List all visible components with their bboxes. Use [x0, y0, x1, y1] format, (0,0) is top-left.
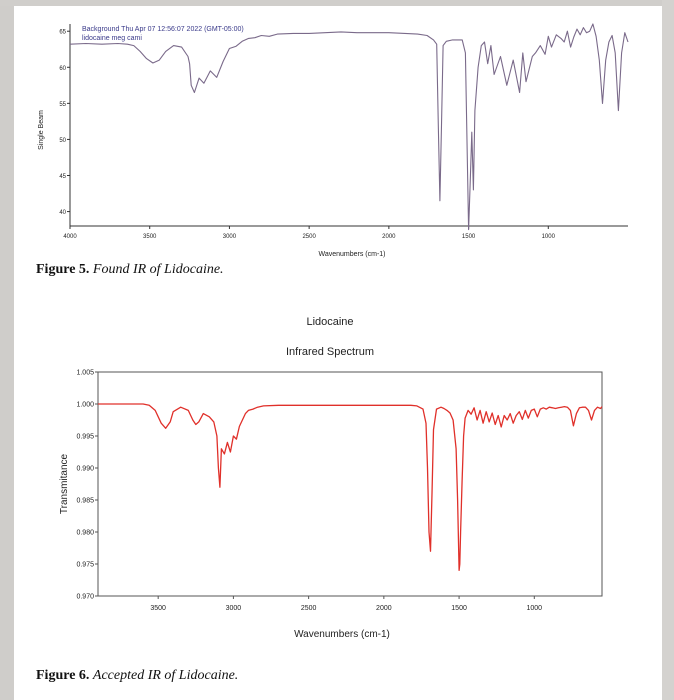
chart1-legend-line1: Background Thu Apr 07 12:56:07 2022 (GMT…: [82, 26, 244, 33]
chart2-y-tick-label: 0.980: [76, 530, 94, 537]
chart1-x-tick-label: 4000: [63, 234, 77, 240]
chart2-y-tick-label: 0.985: [76, 498, 94, 505]
chart1-y-tick-label: 60: [59, 66, 66, 72]
chart2-xlabel: Wavenumbers (cm-1): [294, 629, 390, 640]
chart1-legend-line2: lidocaine meg cami: [82, 35, 142, 42]
figure6-caption-label: Figure 6.: [36, 668, 90, 683]
chart1-series: [69, 23, 629, 231]
chart2-x-tick-label: 1500: [451, 605, 467, 612]
chart2-x-tick-label: 3000: [226, 605, 242, 612]
figure5-caption-text: Found IR of Lidocaine.: [92, 262, 224, 277]
photo-top-edge: [0, 0, 674, 6]
found-ir-chart: 4000 3500 3000 2500 2000 1500 1000656055504540…: [38, 23, 629, 258]
chart1-y-tick-label: 45: [59, 174, 66, 180]
chart2-x-tick-label: 2000: [376, 605, 392, 612]
chart2-ticks: 3500 3000 2500 2000 1500 1000 1.005 1.000 0.995 0…: [76, 370, 542, 613]
chart2-y-tick-label: 1.005: [76, 370, 94, 377]
chart2-y-tick-label: 0.970: [76, 594, 94, 601]
chart2-y-tick-label: 1.000: [76, 402, 94, 409]
chart2-y-tick-label: 0.990: [76, 466, 94, 473]
chart2-series-line: [98, 403, 603, 572]
chart2-y-tick-label: 0.995: [76, 434, 94, 441]
chart2-x-tick-label: 1000: [527, 605, 543, 612]
figure6-caption: Figure 6. Accepted IR of Lidocaine.: [36, 668, 238, 684]
chart1-ylabel: Single Beam: [38, 110, 45, 150]
chart2-subtitle: Infrared Spectrum: [286, 346, 374, 358]
chart1-xlabel: Wavenumbers (cm-1): [318, 251, 385, 258]
chart2-y-tick-label: 0.975: [76, 562, 94, 569]
figure5-caption-label: Figure 5.: [36, 262, 90, 277]
chart2-title: Lidocaine: [306, 316, 353, 328]
figure6-caption-text: Accepted IR of Lidocaine.: [92, 668, 239, 683]
chart2-series: [98, 403, 603, 572]
chart1-series-line: [69, 23, 629, 231]
chart1-x-tick-label: 1500: [462, 234, 476, 240]
chart1-x-tick-label: 1000: [542, 234, 556, 240]
chart1-y-tick-label: 55: [59, 102, 66, 108]
chart2-x-tick-label: 3500: [150, 605, 166, 612]
photo-right-edge: [662, 0, 674, 700]
accepted-ir-chart: Lidocaine Infrared Spectrum 3500 3000 2500…: [59, 316, 603, 640]
chart2-axes: [97, 371, 603, 597]
chart2-x-tick-label: 2500: [301, 605, 317, 612]
photo-left-edge: [0, 0, 14, 700]
chart2-plot-frame: [97, 371, 603, 597]
chart1-x-tick-label: 3000: [223, 234, 237, 240]
chart1-x-tick-label: 2000: [382, 234, 396, 240]
chart1-axes: [69, 24, 628, 227]
chart1-y-tick-label: 65: [59, 30, 66, 36]
chart2-ylabel: Transmitance: [59, 453, 70, 514]
chart1-y-tick-label: 50: [59, 138, 66, 144]
chart1-ticks: 4000 3500 3000 2500 2000 1500 1000 65 60 55 50 45 40: [59, 30, 555, 240]
chart1-y-tick-label: 40: [59, 210, 66, 216]
figure5-caption: Figure 5. Found IR of Lidocaine.: [36, 262, 224, 278]
chart1-x-tick-label: 3500: [143, 234, 157, 240]
chart1-x-tick-label: 2500: [302, 234, 316, 240]
